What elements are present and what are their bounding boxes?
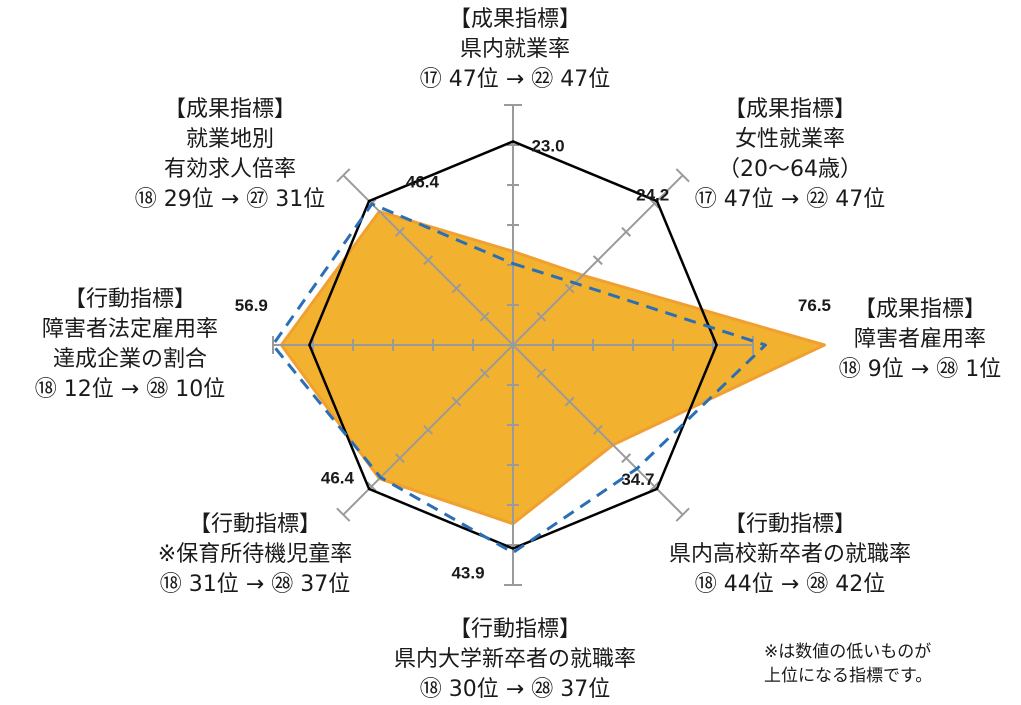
axis-label-female-employment: 【成果指標】 女性就業率 （20〜64歳） ⑰ 47位 → ㉒ 47位 — [680, 95, 900, 215]
axis-category: 【成果指標】 — [853, 297, 986, 322]
axis-label-highschool-employment: 【行動指標】 県内高校新卒者の就職率 ⑱ 44位 → ㉘ 42位 — [650, 510, 930, 600]
value-label: 24.2 — [636, 185, 669, 204]
axis-tick — [423, 255, 434, 266]
axis-tick — [675, 168, 690, 183]
axis-tick — [336, 168, 351, 183]
axis-name: 女性就業率 （20〜64歳） — [718, 127, 862, 182]
value-label: 23.0 — [531, 136, 564, 155]
axis-category: 【成果指標】 — [163, 97, 296, 122]
axis-rank: ⑱ 29位 → ㉗ 31位 — [134, 187, 326, 212]
axis-tick — [592, 424, 603, 435]
axis-label-disabled-employment: 【成果指標】 障害者雇用率 ⑱ 9位 → ㉘ 1位 — [815, 295, 1021, 385]
axis-tick — [479, 311, 490, 322]
axis-rank: ⑱ 12位 → ㉘ 10位 — [34, 377, 226, 402]
series-baseline-line — [271, 202, 767, 555]
axis-tick — [536, 311, 547, 322]
axis-rank: ⑱ 9位 → ㉘ 1位 — [838, 357, 1002, 382]
axis-tick — [649, 481, 660, 492]
axis-label-legal-employment-rate: 【行動指標】 障害者法定雇用率 達成企業の割合 ⑱ 12位 → ㉘ 10位 — [15, 285, 245, 405]
axis-tick — [423, 424, 434, 435]
axis-rank: ⑱ 44位 → ㉘ 42位 — [694, 572, 886, 597]
axis-tick — [564, 283, 575, 294]
axis-name: 障害者雇用率 — [853, 327, 986, 352]
reference-polygon — [308, 140, 718, 550]
axis-name: 県内就業率 — [459, 37, 570, 62]
axis-rank: ⑱ 31位 → ㉘ 37位 — [159, 572, 351, 597]
axis-tick — [621, 453, 632, 464]
axis-tick — [675, 507, 690, 522]
axis-tick — [536, 368, 547, 379]
axis-tick — [366, 481, 377, 492]
value-label: 56.9 — [235, 296, 268, 315]
axis-tick — [564, 396, 575, 407]
axis-rank: ⑱ 30位 → ㉘ 37位 — [419, 677, 611, 702]
axis-category: 【行動指標】 — [63, 287, 196, 312]
axis-name: 就業地別 有効求人倍率 — [163, 127, 296, 182]
value-label: 46.4 — [321, 469, 355, 488]
axis-category: 【行動指標】 — [723, 512, 856, 537]
axis-category: 【行動指標】 — [188, 512, 321, 537]
axis-category: 【成果指標】 — [723, 97, 856, 122]
axis-label-prefecture-employment: 【成果指標】 県内就業率 ⑰ 47位 → ㉒ 47位 — [415, 5, 615, 95]
axis-category: 【行動指標】 — [448, 617, 581, 642]
axis-rank: ⑰ 47位 → ㉒ 47位 — [694, 187, 886, 212]
axis-name: 県内大学新卒者の就職率 — [393, 647, 636, 672]
axis-tick — [621, 226, 632, 237]
value-label: 46.4 — [406, 172, 440, 191]
axis-name: 県内高校新卒者の就職率 — [668, 542, 911, 567]
value-label: 43.9 — [451, 564, 484, 583]
axis-tick — [336, 507, 351, 522]
axis-label-university-employment: 【行動指標】 県内大学新卒者の就職率 ⑱ 30位 → ㉘ 37位 — [370, 615, 660, 705]
axis-rank: ⑰ 47位 → ㉒ 47位 — [419, 67, 611, 92]
axis-label-job-offer-ratio: 【成果指標】 就業地別 有効求人倍率 ⑱ 29位 → ㉗ 31位 — [115, 95, 345, 215]
axis-category: 【成果指標】 — [448, 7, 581, 32]
value-label: 76.5 — [798, 296, 831, 315]
axis-tick — [649, 198, 660, 209]
axis-tick — [592, 255, 603, 266]
axis-tick — [451, 396, 462, 407]
axis-tick — [479, 368, 490, 379]
axis-tick — [394, 453, 405, 464]
footnote: ※は数値の低いものが 上位になる指標です。 — [764, 642, 933, 686]
axis-tick — [451, 283, 462, 294]
value-label: 34.7 — [621, 470, 654, 489]
axis-label-daycare-waiting: 【行動指標】 ※保育所待機児童率 ⑱ 31位 → ㉘ 37位 — [130, 510, 380, 600]
axis-name: 障害者法定雇用率 達成企業の割合 — [41, 317, 218, 372]
axis-tick — [394, 226, 405, 237]
axis-name: ※保育所待機児童率 — [157, 542, 353, 567]
